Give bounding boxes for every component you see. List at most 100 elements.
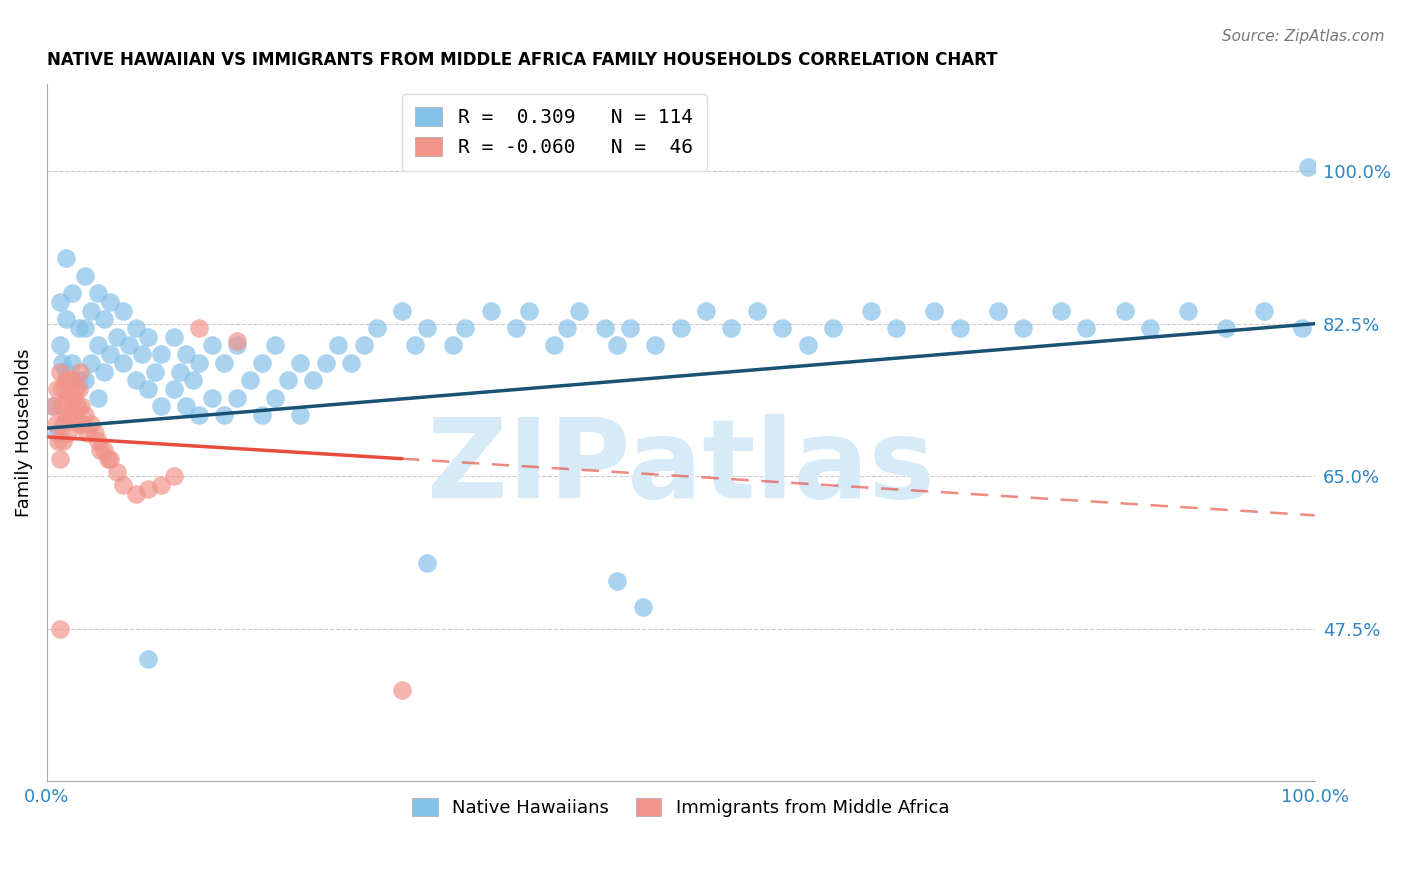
Point xyxy=(593,321,616,335)
Point xyxy=(416,556,439,570)
Point xyxy=(606,338,628,352)
Point xyxy=(97,451,120,466)
Point xyxy=(277,373,299,387)
Point xyxy=(45,417,67,431)
Point xyxy=(366,321,388,335)
Point xyxy=(505,321,527,335)
Point xyxy=(89,442,111,457)
Point xyxy=(606,574,628,588)
Point xyxy=(226,334,249,348)
Point xyxy=(264,338,287,352)
Point xyxy=(86,286,108,301)
Point xyxy=(176,400,198,414)
Point xyxy=(1177,303,1199,318)
Point xyxy=(568,303,591,318)
Point xyxy=(93,312,115,326)
Point xyxy=(111,478,134,492)
Point xyxy=(340,356,363,370)
Point xyxy=(226,391,249,405)
Y-axis label: Family Households: Family Households xyxy=(15,348,32,516)
Point xyxy=(69,365,91,379)
Point xyxy=(821,321,844,335)
Point xyxy=(124,486,146,500)
Point xyxy=(73,321,96,335)
Point xyxy=(93,442,115,457)
Point xyxy=(55,408,77,422)
Point xyxy=(86,434,108,449)
Point xyxy=(1114,303,1136,318)
Point xyxy=(48,338,70,352)
Point xyxy=(859,303,882,318)
Point xyxy=(98,294,121,309)
Point xyxy=(555,321,578,335)
Point xyxy=(52,417,75,431)
Point xyxy=(143,365,166,379)
Point xyxy=(48,365,70,379)
Point xyxy=(188,408,211,422)
Point xyxy=(59,408,82,422)
Point xyxy=(1012,321,1035,335)
Point xyxy=(48,294,70,309)
Point xyxy=(353,338,375,352)
Point xyxy=(136,482,159,496)
Point xyxy=(252,356,274,370)
Point xyxy=(1291,321,1313,335)
Point xyxy=(391,682,413,697)
Point xyxy=(264,391,287,405)
Point xyxy=(55,252,77,266)
Point xyxy=(252,408,274,422)
Point xyxy=(48,622,70,636)
Point xyxy=(56,391,79,405)
Point xyxy=(884,321,907,335)
Point xyxy=(201,391,224,405)
Point xyxy=(72,417,94,431)
Point xyxy=(111,356,134,370)
Point xyxy=(51,356,73,370)
Point xyxy=(796,338,818,352)
Point xyxy=(1253,303,1275,318)
Point xyxy=(226,338,249,352)
Point xyxy=(163,382,186,396)
Point xyxy=(136,652,159,666)
Point xyxy=(63,408,86,422)
Point xyxy=(479,303,502,318)
Point xyxy=(52,434,75,449)
Point xyxy=(1298,160,1320,174)
Point xyxy=(60,356,83,370)
Point xyxy=(517,303,540,318)
Point xyxy=(51,382,73,396)
Point xyxy=(163,330,186,344)
Point xyxy=(239,373,262,387)
Point xyxy=(73,408,96,422)
Point xyxy=(84,425,107,440)
Point xyxy=(454,321,477,335)
Point xyxy=(98,347,121,361)
Point xyxy=(404,338,426,352)
Point xyxy=(619,321,641,335)
Point xyxy=(55,312,77,326)
Point xyxy=(46,434,69,449)
Point xyxy=(188,356,211,370)
Point xyxy=(1139,321,1161,335)
Text: NATIVE HAWAIIAN VS IMMIGRANTS FROM MIDDLE AFRICA FAMILY HOUSEHOLDS CORRELATION C: NATIVE HAWAIIAN VS IMMIGRANTS FROM MIDDL… xyxy=(46,51,997,69)
Point xyxy=(49,400,72,414)
Point xyxy=(67,321,90,335)
Point xyxy=(80,417,103,431)
Point xyxy=(150,400,173,414)
Point xyxy=(416,321,439,335)
Point xyxy=(131,347,153,361)
Point xyxy=(328,338,350,352)
Point xyxy=(188,321,211,335)
Point xyxy=(70,400,93,414)
Point xyxy=(80,303,103,318)
Point xyxy=(80,356,103,370)
Point xyxy=(770,321,793,335)
Point xyxy=(631,599,654,614)
Point xyxy=(58,425,80,440)
Point xyxy=(55,373,77,387)
Point xyxy=(987,303,1010,318)
Point xyxy=(124,321,146,335)
Point xyxy=(46,382,69,396)
Point xyxy=(105,465,128,479)
Point xyxy=(150,478,173,492)
